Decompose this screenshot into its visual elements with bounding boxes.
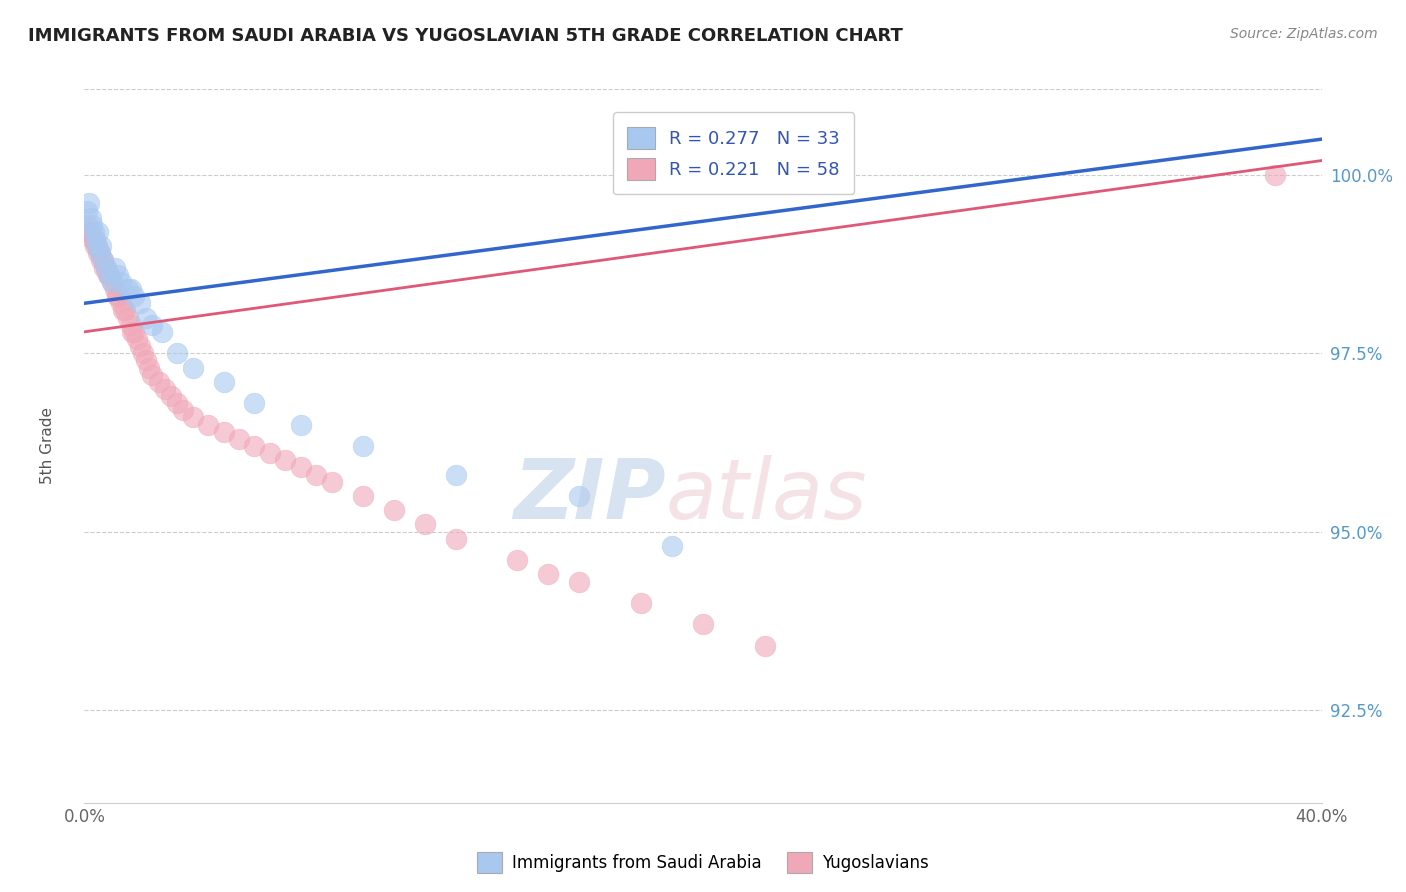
Point (243, 396, 266, 410)
Text: ZIP: ZIP (513, 456, 666, 536)
Point (110, 296, 132, 310)
Point (125, 332, 148, 346)
Point (160, 389, 183, 403)
Point (117, 282, 139, 296)
Text: Source: ZipAtlas.com: Source: ZipAtlas.com (1230, 27, 1378, 41)
Text: IMMIGRANTS FROM SAUDI ARABIA VS YUGOSLAVIAN 5TH GRADE CORRELATION CHART: IMMIGRANTS FROM SAUDI ARABIA VS YUGOSLAV… (28, 27, 903, 45)
Point (89, 246, 111, 260)
Point (274, 453, 297, 467)
Point (112, 303, 135, 318)
Point (135, 310, 157, 325)
Point (91, 253, 114, 268)
Point (86, 239, 108, 253)
Point (568, 574, 591, 589)
Point (290, 460, 312, 475)
Point (537, 567, 560, 582)
Point (101, 275, 124, 289)
Point (181, 410, 204, 425)
Point (107, 289, 129, 303)
Point (89, 246, 111, 260)
Point (90, 239, 112, 253)
Point (76, 203, 98, 218)
Point (84, 232, 107, 246)
Point (382, 503, 405, 517)
Point (141, 318, 163, 332)
Point (107, 268, 129, 282)
Point (132, 346, 155, 360)
Point (94, 260, 117, 275)
Point (87, 246, 110, 260)
Point (79, 211, 101, 225)
Point (630, 596, 652, 610)
Point (129, 339, 152, 353)
Point (181, 360, 204, 375)
Point (97, 268, 120, 282)
Point (243, 439, 266, 453)
Point (104, 282, 127, 296)
Point (120, 318, 142, 332)
Point (153, 382, 176, 396)
Point (77, 196, 100, 211)
Point (82, 232, 104, 246)
Point (83, 232, 105, 246)
Point (148, 375, 170, 389)
Point (413, 517, 436, 532)
Legend: Immigrants from Saudi Arabia, Yugoslavians: Immigrants from Saudi Arabia, Yugoslavia… (471, 846, 935, 880)
Point (212, 425, 235, 439)
Point (91, 253, 114, 268)
Point (259, 446, 281, 460)
Point (110, 275, 132, 289)
Text: 5th Grade: 5th Grade (39, 408, 55, 484)
Point (166, 396, 188, 410)
Point (121, 325, 143, 339)
Point (135, 353, 157, 368)
Point (101, 275, 124, 289)
Point (76, 218, 98, 232)
Point (212, 375, 235, 389)
Legend: R = 0.277   N = 33, R = 0.221   N = 58: R = 0.277 N = 33, R = 0.221 N = 58 (613, 112, 855, 194)
Point (98, 268, 121, 282)
Point (104, 260, 127, 275)
Point (114, 303, 136, 318)
Point (444, 532, 467, 546)
Point (117, 310, 139, 325)
Point (79, 225, 101, 239)
Point (120, 282, 142, 296)
Point (197, 417, 219, 432)
Point (87, 225, 110, 239)
Point (166, 346, 188, 360)
Point (506, 553, 529, 567)
Point (444, 467, 467, 482)
Point (321, 475, 343, 489)
Point (122, 289, 145, 303)
Point (150, 325, 173, 339)
Point (84, 239, 107, 253)
Point (352, 439, 374, 453)
Point (83, 225, 105, 239)
Point (98, 268, 121, 282)
Point (105, 289, 128, 303)
Point (82, 218, 104, 232)
Point (77, 225, 100, 239)
Point (568, 489, 591, 503)
Point (138, 360, 160, 375)
Point (305, 467, 328, 482)
Point (661, 539, 683, 553)
Point (93, 260, 115, 275)
Point (94, 260, 117, 275)
Point (228, 432, 250, 446)
Text: atlas: atlas (666, 456, 868, 536)
Point (692, 617, 714, 632)
Point (129, 296, 152, 310)
Point (352, 489, 374, 503)
Point (122, 325, 145, 339)
Point (172, 403, 194, 417)
Point (754, 639, 776, 653)
Point (290, 417, 312, 432)
Point (141, 368, 163, 382)
Point (90, 253, 112, 268)
Point (86, 239, 108, 253)
Point (1264, 168, 1286, 182)
